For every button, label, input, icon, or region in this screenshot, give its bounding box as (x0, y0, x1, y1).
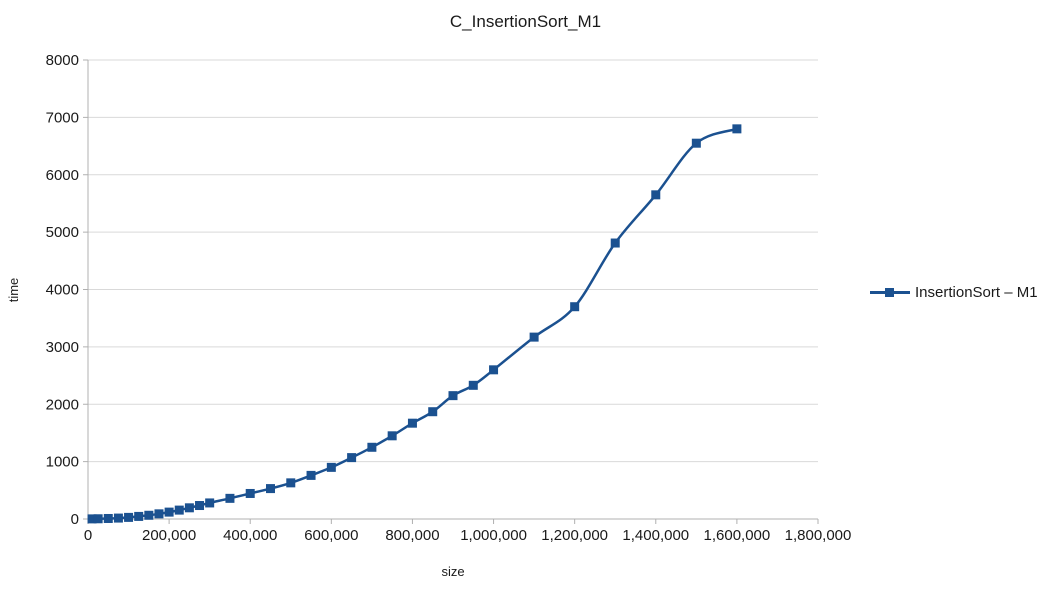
data-point-marker (448, 391, 458, 401)
legend: InsertionSort – M1 (870, 284, 1038, 301)
legend-series-marker-icon (870, 287, 910, 298)
y-axis-title: time (6, 277, 21, 303)
data-point-marker (651, 190, 661, 200)
x-tick-label: 1,400,000 (622, 527, 689, 544)
data-point-marker (407, 418, 417, 428)
data-point-marker (113, 513, 123, 523)
data-point-marker (347, 453, 357, 463)
data-point-marker (691, 138, 701, 148)
data-point-marker (124, 512, 134, 522)
data-point-marker (529, 332, 539, 342)
x-tick-label: 800,000 (385, 527, 439, 544)
series-line (92, 127, 738, 521)
data-point-marker (225, 493, 235, 503)
x-tick-label: 1,000,000 (460, 527, 527, 544)
data-point-marker (93, 514, 103, 524)
data-point-marker (286, 478, 296, 488)
x-tick-label: 0 (84, 527, 92, 544)
data-point-marker (610, 238, 620, 248)
x-tick-label: 1,200,000 (541, 527, 608, 544)
x-tick-label: 600,000 (304, 527, 358, 544)
data-point-marker (489, 365, 499, 375)
y-tick-label: 7000 (46, 109, 79, 126)
data-point-marker (570, 302, 580, 312)
data-point-marker (367, 442, 377, 452)
data-point-marker (428, 407, 438, 417)
data-point-marker (245, 488, 255, 498)
data-point-marker (205, 498, 215, 508)
legend-label: InsertionSort – M1 (915, 284, 1038, 301)
data-point-marker (134, 511, 144, 521)
y-tick-label: 8000 (46, 52, 79, 69)
x-tick-label: 1,800,000 (785, 527, 852, 544)
y-tick-label: 3000 (46, 339, 79, 356)
data-point-marker (103, 513, 113, 523)
data-point-marker (154, 509, 164, 519)
data-point-marker (387, 431, 397, 441)
x-axis-title: size (441, 564, 465, 579)
data-point-marker (306, 470, 316, 480)
y-tick-label: 6000 (46, 167, 79, 184)
y-tick-label: 0 (71, 511, 79, 528)
data-point-marker (326, 462, 336, 472)
legend-square-swatch (885, 288, 894, 297)
chart-title: C_InsertionSort_M1 (449, 12, 602, 31)
y-tick-label: 1000 (46, 454, 79, 471)
x-tick-label: 400,000 (223, 527, 277, 544)
y-tick-label: 2000 (46, 396, 79, 413)
data-point-marker (732, 124, 742, 134)
x-tick-label: 1,600,000 (704, 527, 771, 544)
data-point-marker (174, 505, 184, 515)
y-tick-label: 5000 (46, 224, 79, 241)
data-point-marker (87, 514, 97, 524)
data-point-marker (184, 503, 194, 513)
data-point-marker (144, 510, 154, 520)
data-point-marker (164, 507, 174, 517)
data-point-marker (468, 380, 478, 390)
y-tick-label: 4000 (46, 282, 79, 299)
data-point-marker (195, 501, 205, 511)
x-tick-label: 200,000 (142, 527, 196, 544)
data-point-marker (266, 484, 275, 494)
